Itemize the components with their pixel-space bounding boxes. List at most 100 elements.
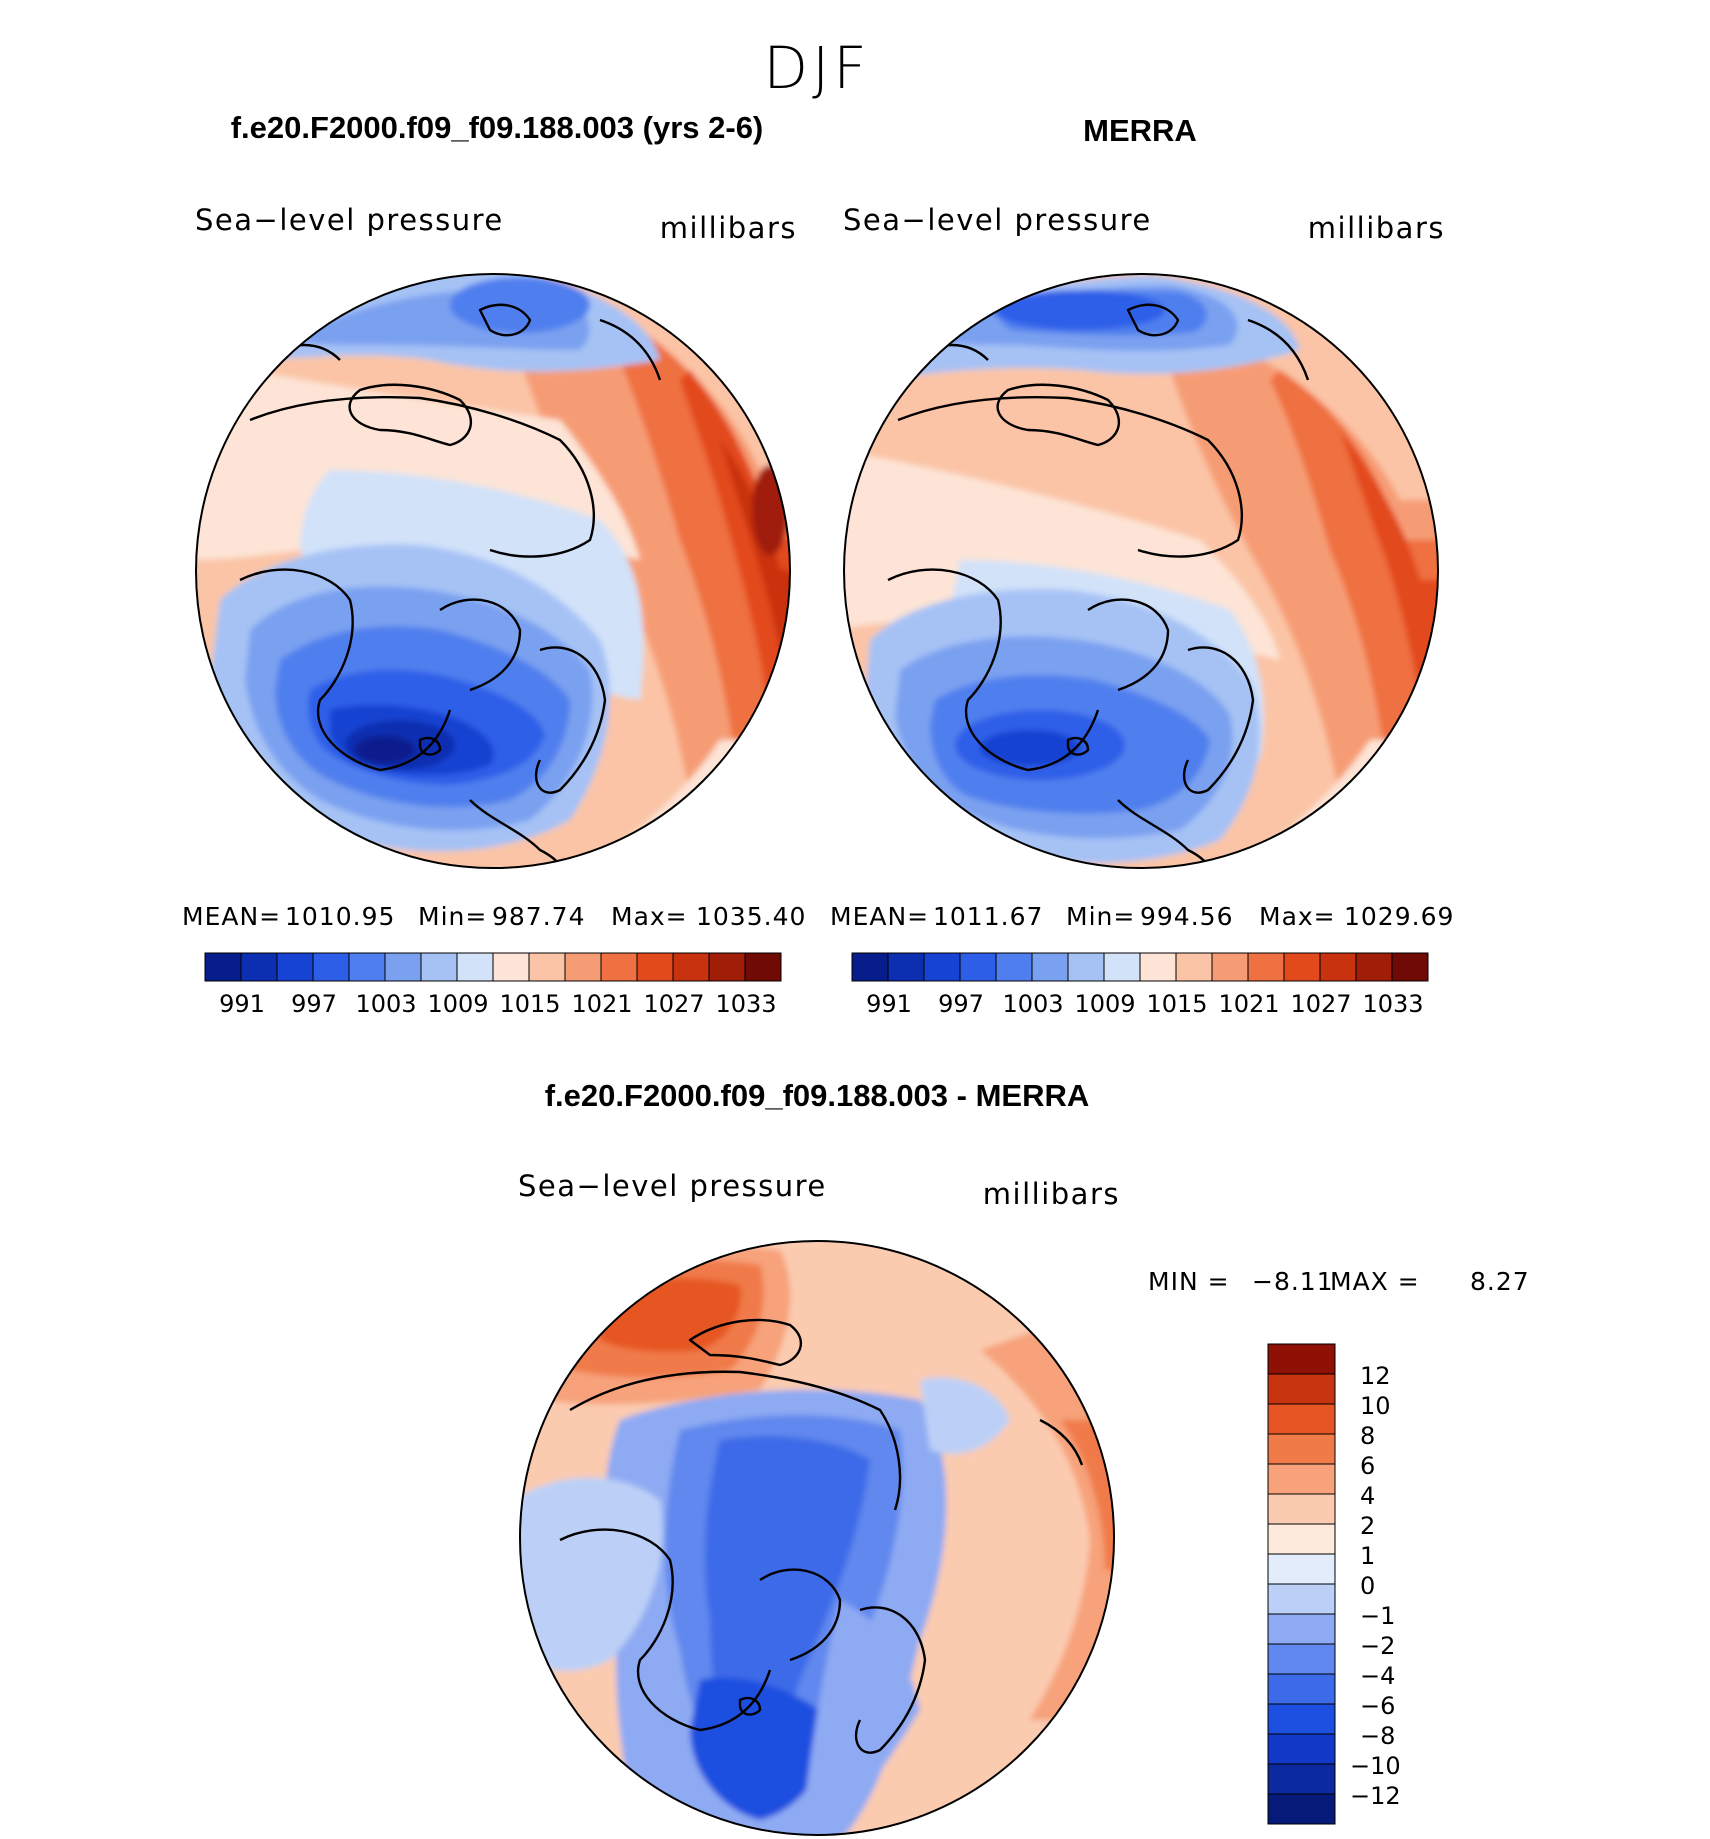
colorbar-swatch: [420, 952, 458, 982]
mean-label: MEAN=: [182, 902, 281, 931]
tick-label: 1015: [1146, 990, 1207, 1018]
stats-line: MIN = −8.11 MAX = 8.27: [1148, 1267, 1530, 1296]
tick-label: 991: [219, 990, 265, 1018]
units-label: millibars: [983, 1177, 1120, 1211]
colorbar-swatch: [1267, 1793, 1336, 1825]
tick-label: 1: [1360, 1542, 1375, 1570]
colorbar-swatch: [1139, 952, 1177, 982]
tick-label: 6: [1360, 1452, 1375, 1480]
colorbar-swatch: [1175, 952, 1213, 982]
units-label: millibars: [1308, 211, 1445, 245]
tick-label: 1003: [1002, 990, 1063, 1018]
panel-difference: f.e20.F2000.f09_f09.188.003 - MERRA Sea−…: [518, 1078, 1530, 1836]
colorbar-swatch: [384, 952, 422, 982]
tick-label: −12: [1350, 1782, 1401, 1810]
colorbar-swatch: [923, 952, 961, 982]
colorbar-swatch: [995, 952, 1033, 982]
colorbar-swatch: [1267, 1403, 1336, 1435]
tick-label: 8: [1360, 1422, 1375, 1450]
colorbar-swatch: [636, 952, 674, 982]
tick-label: 1009: [1074, 990, 1135, 1018]
tick-label: −4: [1360, 1662, 1395, 1690]
colorbar-swatch: [851, 952, 889, 982]
tick-label: 1015: [499, 990, 560, 1018]
max-value: 1035.40: [696, 902, 806, 931]
tick-label: 1021: [571, 990, 632, 1018]
colorbar-swatch: [1103, 952, 1141, 982]
variable-label: Sea−level pressure: [195, 203, 504, 237]
colorbar-ticks: 991 997 1003 1009 1015 1021 1027 1033: [219, 990, 776, 1018]
colorbar-swatch: [1319, 952, 1357, 982]
colorbar-swatch: [1267, 1433, 1336, 1465]
colorbar-swatch: [456, 952, 494, 982]
variable-label: Sea−level pressure: [843, 203, 1152, 237]
colorbar-swatch: [1267, 1673, 1336, 1705]
colorbar: [204, 952, 782, 982]
min-label: MIN =: [1148, 1267, 1230, 1296]
colorbar-swatch: [1283, 952, 1321, 982]
max-label: MAX =: [1330, 1267, 1420, 1296]
colorbar-swatch: [600, 952, 638, 982]
colorbar-ticks: 991 997 1003 1009 1015 1021 1027 1033: [866, 990, 1423, 1018]
colorbar-swatch: [1067, 952, 1105, 982]
colorbar-swatch: [276, 952, 314, 982]
stats-line: MEAN= 1011.67 Min= 994.56 Max= 1029.69: [830, 902, 1454, 931]
tick-label: 997: [938, 990, 984, 1018]
colorbar-swatch: [1267, 1703, 1336, 1735]
min-value: 994.56: [1140, 902, 1233, 931]
colorbar-ticks: 12 10 8 6 4 2 1 0 −1 −2 −4 −6 −8 −10 −12: [1350, 1362, 1401, 1810]
mean-value: 1010.95: [285, 902, 395, 931]
tick-label: 2: [1360, 1512, 1375, 1540]
colorbar-swatch: [312, 952, 350, 982]
colorbar-swatch: [564, 952, 602, 982]
colorbar-swatch: [1267, 1613, 1336, 1645]
colorbar-swatch: [1267, 1463, 1336, 1495]
colorbar-swatch: [887, 952, 925, 982]
panel-title: f.e20.F2000.f09_f09.188.003 (yrs 2-6): [231, 110, 764, 145]
colorbar-swatch: [1267, 1643, 1336, 1675]
max-label: Max=: [1259, 902, 1336, 931]
page-title: DJF: [763, 34, 870, 102]
tick-label: 10: [1360, 1392, 1391, 1420]
colorbar-swatch: [492, 952, 530, 982]
mean-value: 1011.67: [933, 902, 1043, 931]
colorbar-swatch: [240, 952, 278, 982]
max-value: 1029.69: [1344, 902, 1454, 931]
tick-label: −2: [1360, 1632, 1395, 1660]
colorbar-swatch: [672, 952, 710, 982]
min-value: 987.74: [492, 902, 585, 931]
min-label: Min=: [418, 902, 487, 931]
max-value: 8.27: [1470, 1267, 1530, 1296]
stats-line: MEAN= 1010.95 Min= 987.74 Max= 1035.40: [182, 902, 806, 931]
tick-label: 0: [1360, 1572, 1375, 1600]
colorbar-swatch: [1267, 1373, 1336, 1405]
colorbar-swatch: [1031, 952, 1069, 982]
colorbar-swatch: [528, 952, 566, 982]
colorbar-swatch: [708, 952, 746, 982]
polar-map: [843, 273, 1439, 869]
colorbar-swatch: [1267, 1343, 1336, 1375]
tick-label: 1003: [355, 990, 416, 1018]
panel-title: f.e20.F2000.f09_f09.188.003 - MERRA: [545, 1078, 1090, 1113]
colorbar-swatch: [1355, 952, 1393, 982]
colorbar-swatch: [1247, 952, 1285, 982]
colorbar-swatch: [959, 952, 997, 982]
tick-label: 4: [1360, 1482, 1375, 1510]
min-value: −8.11: [1252, 1267, 1334, 1296]
panel-title: MERRA: [1083, 113, 1197, 148]
tick-label: 1027: [1290, 990, 1351, 1018]
colorbar-swatch: [1267, 1733, 1336, 1765]
tick-label: −1: [1360, 1602, 1395, 1630]
panel-model: f.e20.F2000.f09_f09.188.003 (yrs 2-6) Se…: [182, 110, 806, 1018]
colorbar: [851, 952, 1429, 982]
colorbar-swatch: [1267, 1763, 1336, 1795]
min-label: Min=: [1066, 902, 1135, 931]
max-label: Max=: [611, 902, 688, 931]
panel-merra: MERRA Sea−level pressure millibars: [830, 113, 1454, 1018]
tick-label: −10: [1350, 1752, 1401, 1780]
colorbar-swatch: [744, 952, 782, 982]
polar-map: [195, 273, 791, 869]
tick-label: 1033: [715, 990, 776, 1018]
tick-label: 1021: [1218, 990, 1279, 1018]
